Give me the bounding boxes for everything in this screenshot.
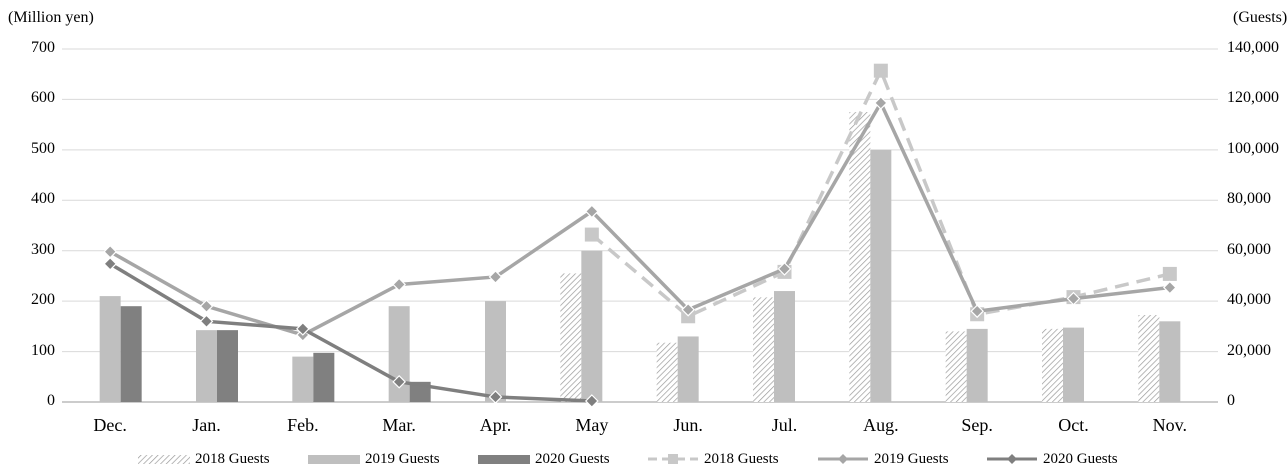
point-marker-diamond bbox=[103, 256, 118, 271]
right-axis-unit: (Guests) bbox=[1233, 9, 1288, 26]
left-tick-label: 200 bbox=[31, 291, 55, 309]
bar-2018-guests bbox=[753, 297, 774, 402]
legend-label: 2018 Guests bbox=[195, 451, 270, 467]
bar-2019-guests bbox=[1159, 321, 1181, 402]
bar-2018-guests bbox=[945, 331, 967, 402]
point-marker-diamond bbox=[1066, 291, 1081, 306]
right-tick-label: 20,000 bbox=[1227, 341, 1271, 359]
bar-2019-guests bbox=[99, 296, 121, 402]
point-marker-square bbox=[1162, 266, 1177, 281]
legend-label: 2020 Guests bbox=[1043, 451, 1118, 467]
x-tick-label: Apr. bbox=[479, 415, 512, 435]
point-marker-diamond bbox=[584, 394, 599, 408]
x-tick-label: Sep. bbox=[961, 415, 993, 435]
point-marker-diamond bbox=[488, 390, 503, 404]
point-marker-diamond bbox=[584, 204, 599, 219]
lines bbox=[103, 63, 1177, 408]
bar-2019-guests bbox=[870, 149, 892, 402]
x-tick-label: Oct. bbox=[1058, 415, 1089, 435]
bar-2018-guests bbox=[849, 112, 871, 403]
legend-label: 2020 Guests bbox=[535, 451, 610, 467]
legend-label: 2019 Guests bbox=[365, 451, 440, 467]
bar-2019-guests bbox=[966, 328, 988, 402]
right-tick-label: 140,000 bbox=[1227, 39, 1279, 56]
legend-swatch-dashed-line bbox=[648, 454, 698, 464]
point-marker-diamond bbox=[873, 96, 888, 110]
gridlines bbox=[62, 48, 1218, 403]
bars bbox=[99, 112, 1181, 403]
left-tick-label: 700 bbox=[31, 39, 55, 56]
bar-2019-guests bbox=[485, 301, 506, 402]
x-tick-label: May bbox=[575, 415, 609, 435]
bar-2018-guests bbox=[1138, 315, 1160, 402]
legend: 2018 Guests 2019 Guests 2020 Guests 2018… bbox=[0, 450, 1288, 470]
left-tick-label: 600 bbox=[31, 89, 55, 107]
legend-swatch-dark bbox=[478, 455, 530, 464]
left-tick-label: 500 bbox=[31, 139, 55, 157]
x-tick-label: Jan. bbox=[192, 415, 221, 435]
point-marker-diamond bbox=[777, 262, 792, 276]
x-tick-label: Aug. bbox=[863, 415, 899, 435]
point-marker-square bbox=[873, 63, 888, 78]
bar-2019-guests bbox=[581, 250, 603, 402]
left-tick-label: 100 bbox=[31, 341, 55, 359]
point-marker-diamond bbox=[970, 304, 985, 319]
point-marker-square bbox=[584, 227, 599, 242]
bar-2019-guests bbox=[292, 356, 314, 402]
point-marker-diamond bbox=[392, 277, 407, 292]
chart-canvas bbox=[62, 48, 1218, 408]
x-tick-label: Jul. bbox=[771, 415, 798, 435]
left-axis-unit: (Million yen) bbox=[8, 9, 94, 26]
legend-swatch-dark-line bbox=[987, 454, 1037, 464]
bar-2019-guests bbox=[677, 336, 699, 402]
bar-2018-guests bbox=[560, 273, 582, 402]
line-series-3 bbox=[109, 262, 592, 403]
bar-2018-guests bbox=[1042, 328, 1063, 402]
bar-2019-guests bbox=[774, 291, 795, 402]
bar-2020-guests bbox=[217, 330, 238, 402]
point-marker-diamond bbox=[295, 322, 310, 336]
x-tick-label: Mar. bbox=[382, 415, 416, 435]
legend-label: 2019 Guests bbox=[874, 451, 949, 467]
x-tick-label: Nov. bbox=[1152, 415, 1187, 435]
legend-swatch-light-line bbox=[818, 454, 868, 464]
point-marker-diamond bbox=[392, 374, 407, 389]
right-tick-label: 60,000 bbox=[1227, 240, 1271, 258]
right-tick-label: 0 bbox=[1227, 392, 1235, 409]
x-tick-label: Feb. bbox=[287, 415, 319, 435]
point-marker-diamond bbox=[1162, 280, 1177, 295]
legend-swatch-hatched bbox=[138, 455, 190, 464]
legend-swatch-light bbox=[308, 455, 360, 464]
right-tick-label: 80,000 bbox=[1227, 190, 1271, 208]
left-tick-label: 300 bbox=[31, 240, 55, 258]
point-marker-diamond bbox=[488, 270, 503, 284]
right-tick-label: 120,000 bbox=[1227, 89, 1279, 107]
x-tick-label: Jun. bbox=[673, 415, 703, 435]
bar-2020-guests bbox=[120, 306, 142, 402]
line-series-2 bbox=[109, 101, 1171, 337]
left-tick-label: 0 bbox=[47, 392, 55, 409]
point-marker-diamond bbox=[681, 302, 696, 317]
bar-2019-guests bbox=[196, 330, 217, 402]
left-tick-label: 400 bbox=[31, 190, 55, 208]
point-marker-diamond bbox=[199, 314, 214, 329]
bar-2020-guests bbox=[313, 352, 335, 402]
legend-label: 2018 Guests bbox=[704, 451, 779, 467]
right-tick-label: 100,000 bbox=[1227, 139, 1279, 157]
bar-2018-guests bbox=[656, 342, 678, 402]
point-marker-diamond bbox=[199, 299, 214, 314]
right-tick-label: 40,000 bbox=[1227, 291, 1271, 309]
bar-2019-guests bbox=[1063, 327, 1084, 402]
x-tick-label: Dec. bbox=[93, 415, 127, 435]
